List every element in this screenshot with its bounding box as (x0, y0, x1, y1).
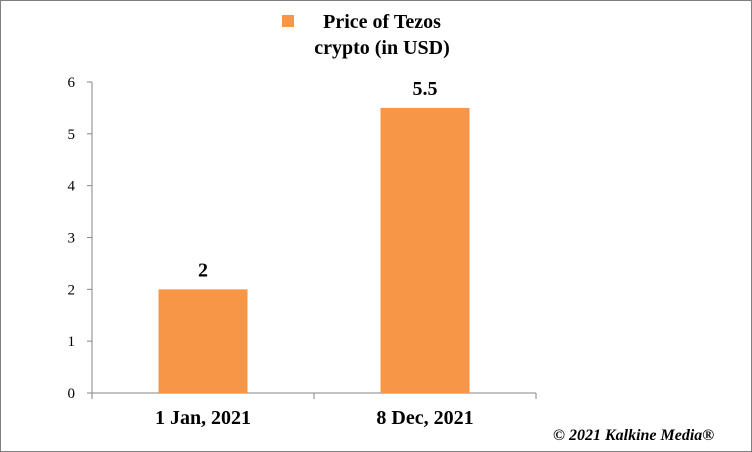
bar (380, 107, 470, 394)
y-tick-label: 1 (68, 334, 76, 350)
y-tick-label: 6 (68, 75, 76, 91)
y-tick-label: 2 (68, 282, 76, 298)
copyright-watermark: © 2021 Kalkine Media® (553, 427, 715, 444)
data-label: 5.5 (413, 78, 438, 100)
legend-label: Price of Tezos crypto (in USD) (314, 11, 450, 59)
x-tick-label: 8 Dec, 2021 (376, 407, 473, 429)
y-tick-label: 5 (68, 127, 76, 143)
bar (158, 289, 248, 393)
data-label: 2 (198, 259, 208, 281)
legend-swatch (282, 15, 294, 27)
y-tick-label: 4 (68, 179, 76, 195)
x-tick-label: 1 Jan, 2021 (155, 407, 251, 429)
y-tick-label: 3 (68, 231, 76, 247)
y-tick-label: 0 (68, 386, 76, 402)
